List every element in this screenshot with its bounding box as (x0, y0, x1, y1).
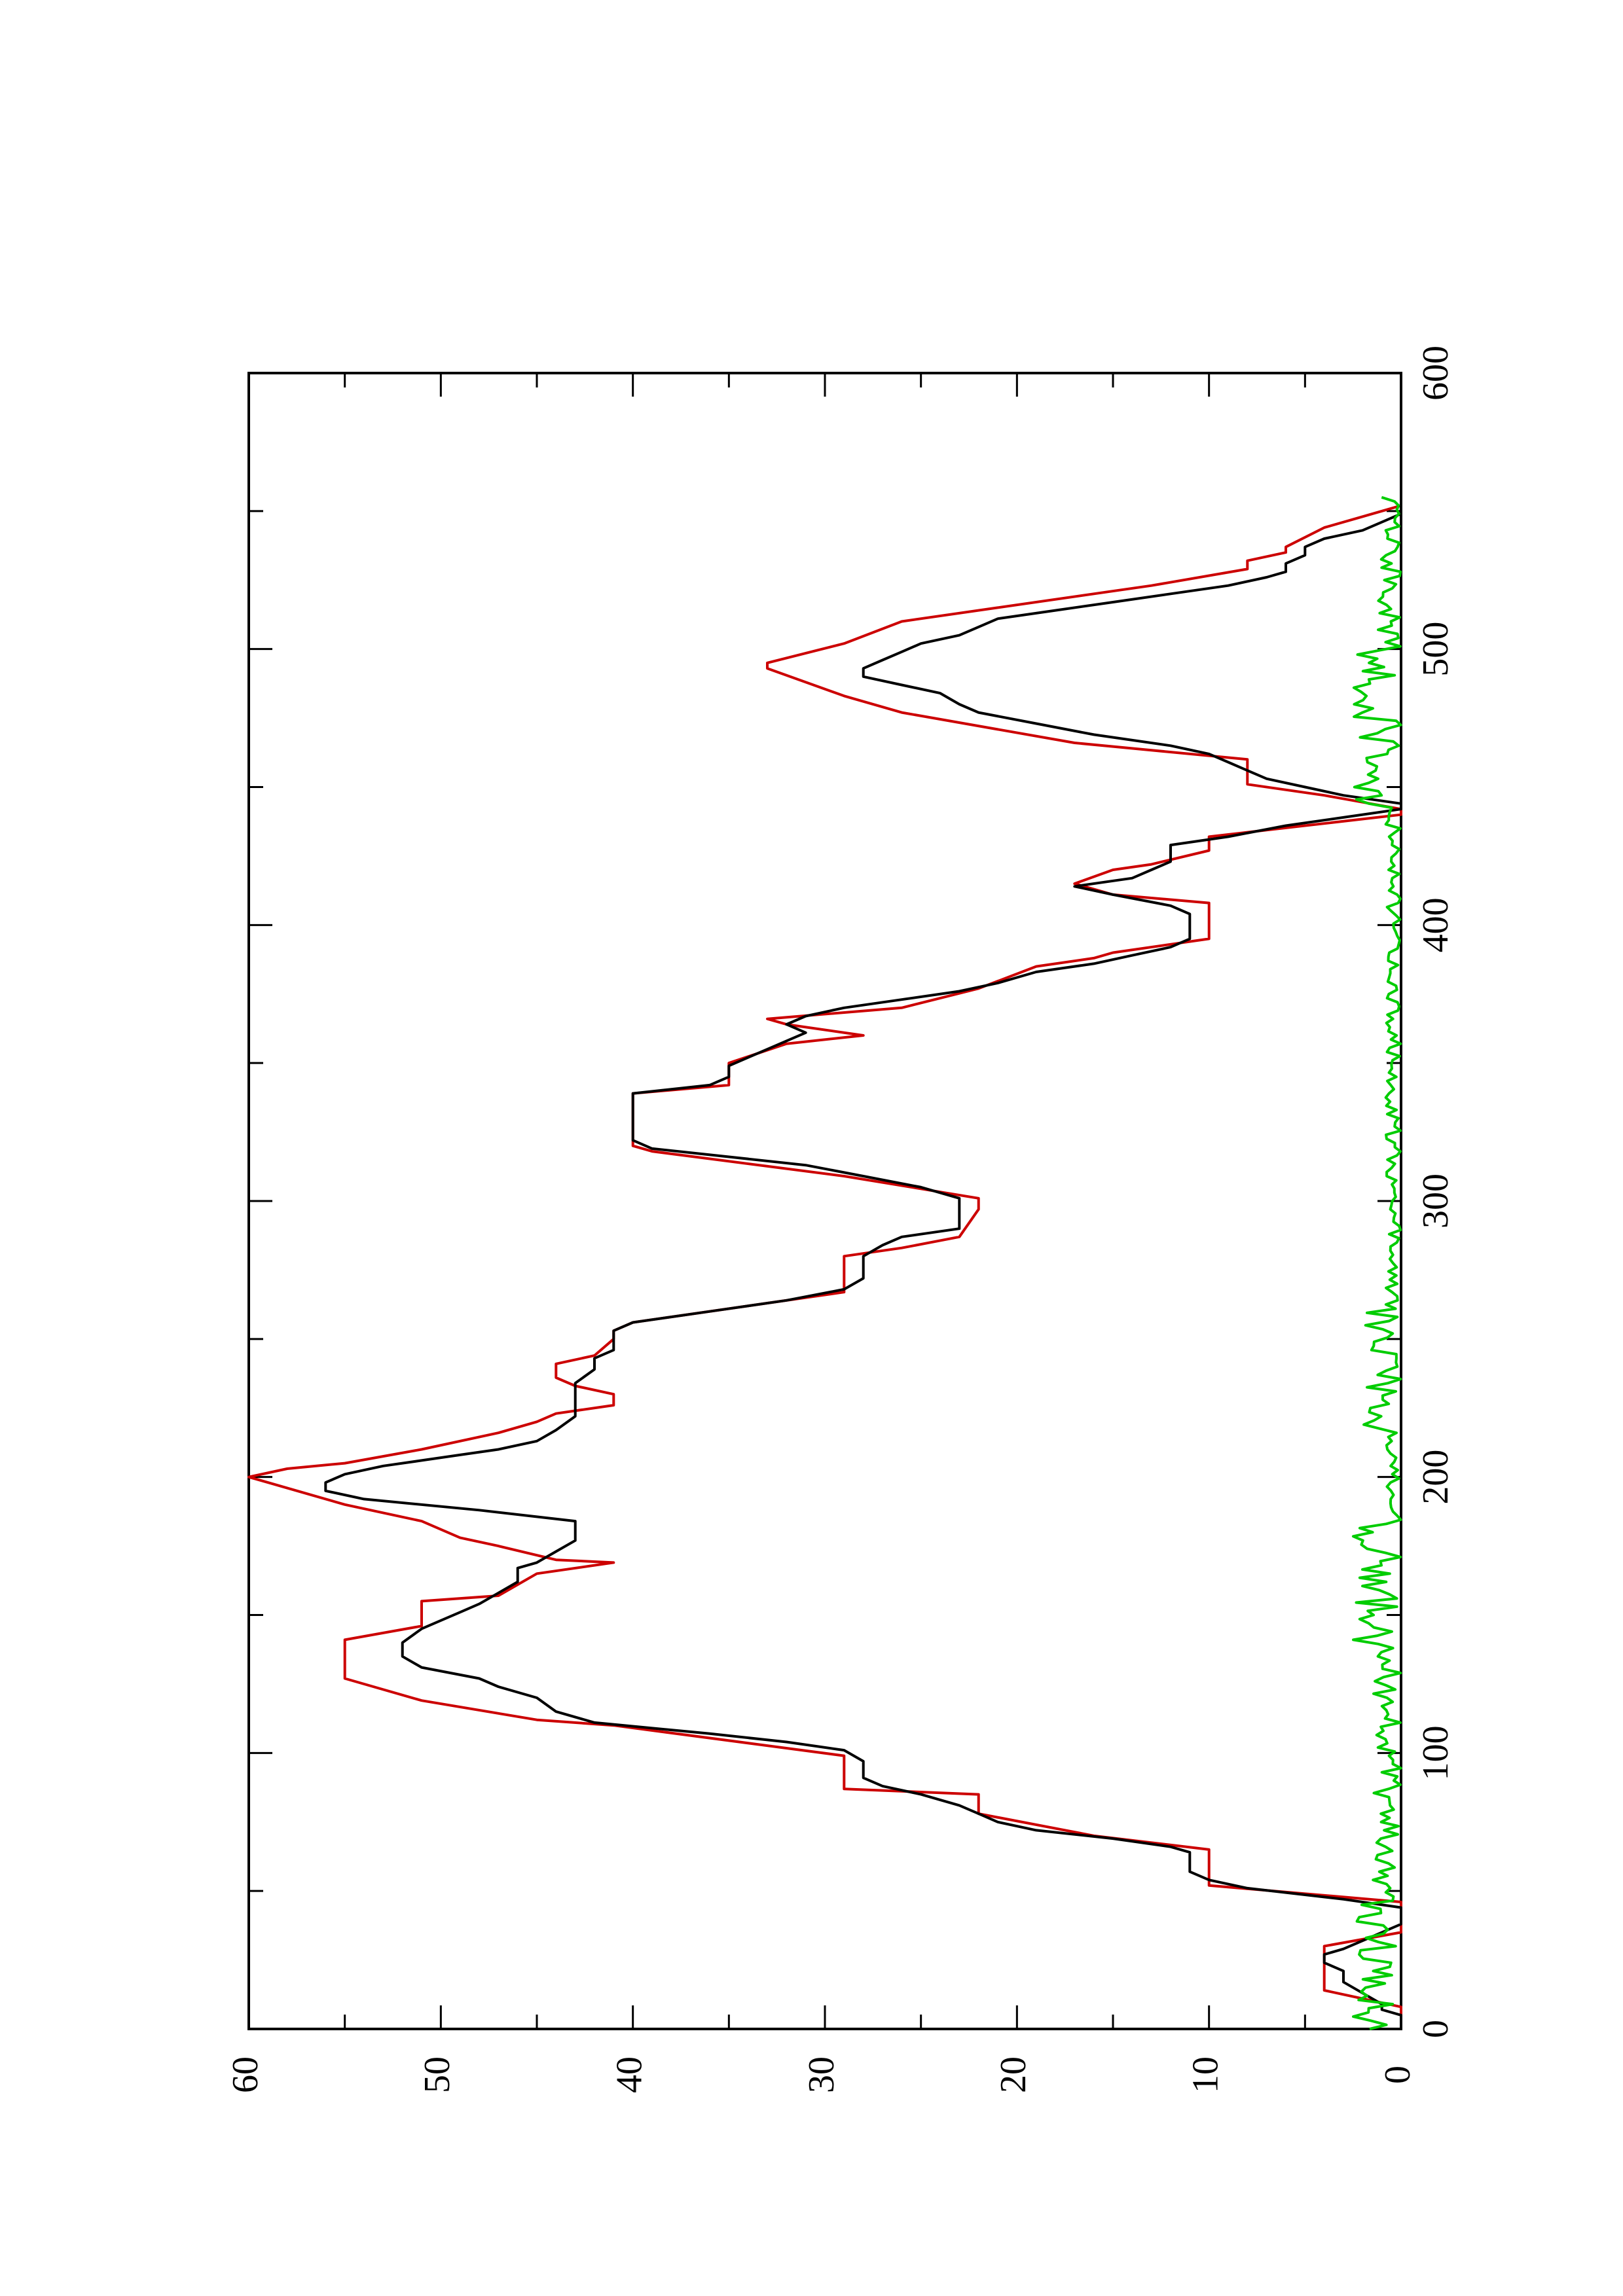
x-tick-label: 300 (1415, 1174, 1456, 1229)
y-tick-label: 30 (801, 2056, 842, 2093)
y-tick-label: 20 (993, 2056, 1034, 2093)
x-tick-label: 200 (1415, 1450, 1456, 1505)
x-tick-label: 0 (1415, 2020, 1456, 2038)
series-line-green (1351, 495, 1402, 2030)
x-tick-label: 500 (1415, 622, 1456, 677)
plot-area: 0 100 200 300 400 500 600 0 10 20 30 40 50 60 (225, 346, 1456, 2093)
y-tick-label: 50 (417, 2056, 458, 2093)
x-tick-label: 100 (1415, 1725, 1456, 1780)
y-tick-label: 60 (225, 2056, 266, 2093)
y-tick-label: 10 (1186, 2056, 1226, 2093)
x-tick-label: 600 (1415, 346, 1456, 401)
y-tick-label: 0 (1377, 2066, 1418, 2084)
x-tick-label: 400 (1415, 897, 1456, 952)
series-line-black (324, 494, 1402, 2029)
y-tick-label: 40 (610, 2056, 650, 2093)
series-line-red (247, 494, 1402, 2029)
